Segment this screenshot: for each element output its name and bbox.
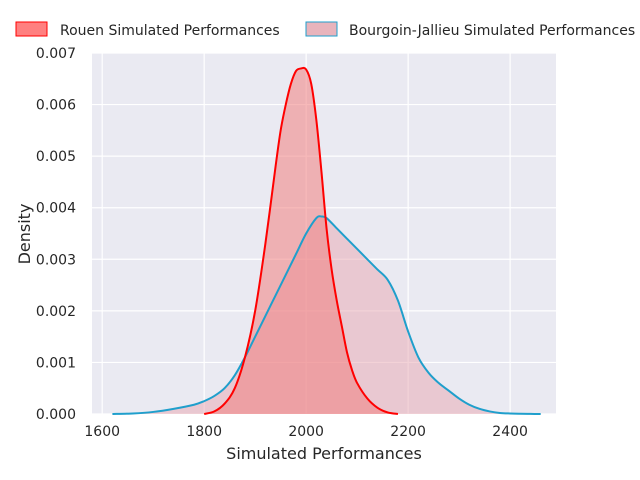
x-tick-label: 2000: [288, 424, 324, 440]
x-tick-labels: 1600 1800 2000 2200 2400: [84, 424, 528, 440]
density-line-1: [112, 215, 541, 415]
density-line-0: [203, 66, 399, 415]
legend: Rouen Simulated Performances Bourgoin-Ja…: [15, 21, 635, 39]
y-tick-label: 0.005: [36, 149, 76, 165]
y-tick-label: 0.007: [36, 46, 76, 62]
y-tick-label: 0.002: [36, 304, 76, 320]
legend-label-bourgoin-jallieu: Bourgoin-Jallieu Simulated Performances: [349, 23, 635, 39]
x-tick-label: 2400: [492, 424, 528, 440]
legend-swatch-bourgoin-jallieu: [305, 21, 338, 37]
x-axis-label: Simulated Performances: [226, 444, 422, 463]
y-tick-label: 0.003: [36, 252, 76, 268]
y-tick-label: 0.006: [36, 98, 76, 114]
density-lines: [112, 66, 541, 415]
y-tick-label: 0.000: [36, 407, 76, 423]
y-axis-label: Density: [15, 204, 34, 265]
y-tick-label: 0.001: [36, 355, 76, 371]
x-tick-label: 1800: [186, 424, 222, 440]
legend-swatch-rouen: [15, 21, 48, 37]
y-tick-labels: 0.000 0.001 0.002 0.003 0.004 0.005 0.006 0.007: [36, 46, 76, 423]
x-tick-label: 1600: [84, 424, 120, 440]
y-tick-label: 0.004: [36, 201, 76, 217]
x-tick-label: 2200: [390, 424, 426, 440]
legend-label-rouen: Rouen Simulated Performances: [60, 23, 280, 39]
